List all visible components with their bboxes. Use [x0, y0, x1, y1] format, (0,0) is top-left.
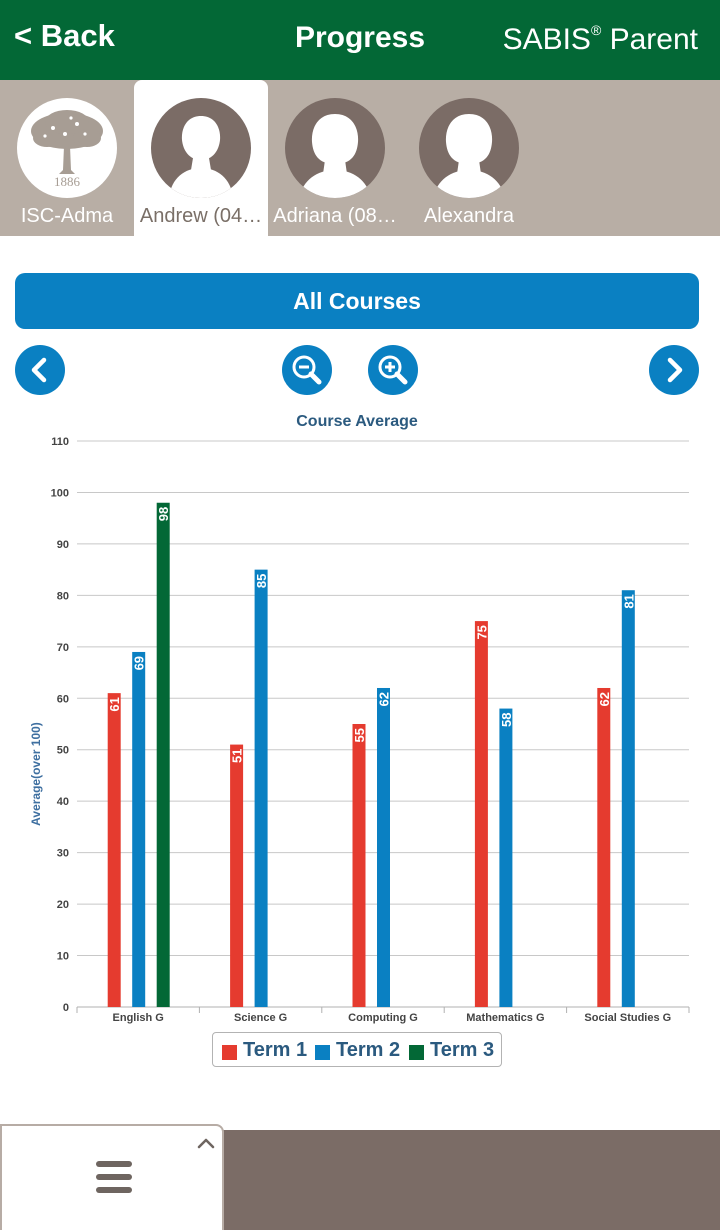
course-filter-button[interactable]: All Courses — [15, 273, 699, 329]
profile-name: ISC-Adma — [20, 205, 114, 227]
x-tick-label: Mathematics G — [466, 1012, 544, 1024]
zoom-out-button[interactable] — [282, 345, 332, 395]
registered-mark: ® — [590, 22, 602, 38]
person-avatar-icon — [151, 98, 251, 198]
zoom-in-button[interactable] — [368, 345, 418, 395]
y-tick-label: 100 — [51, 487, 69, 499]
school-logo-icon: 1886 — [17, 98, 117, 198]
menu-toggle-panel[interactable] — [0, 1124, 224, 1230]
x-tick-label: Social Studies G — [584, 1012, 671, 1024]
previous-button[interactable] — [15, 345, 65, 395]
y-tick-label: 70 — [57, 642, 69, 654]
y-tick-label: 10 — [57, 951, 69, 963]
y-axis-label: Average(over 100) — [29, 722, 43, 826]
bar-term-2[interactable] — [254, 569, 268, 1007]
profile-alexandra[interactable]: Alexandra — [402, 80, 536, 236]
bar-term-1[interactable] — [352, 724, 366, 1007]
profile-name: Alexandra — [423, 205, 515, 227]
bar-value-label: 58 — [499, 713, 514, 727]
chevron-left-icon — [31, 357, 47, 383]
bar-term-2[interactable] — [499, 708, 513, 1007]
student-selector: 1886 ISC-Adma Andrew (04… Adriana (08… — [0, 80, 720, 236]
profile-name: Adriana (08… — [273, 205, 397, 227]
legend-swatch — [409, 1045, 424, 1060]
bar-value-label: 69 — [132, 656, 147, 670]
bar-value-label: 51 — [230, 749, 245, 763]
y-tick-label: 90 — [57, 539, 69, 551]
person-avatar-icon — [419, 98, 519, 198]
brand-logo: SABIS® Parent — [503, 22, 698, 57]
profile-isc-adma[interactable]: 1886 ISC-Adma — [0, 80, 134, 236]
bar-term-1[interactable] — [597, 687, 611, 1007]
y-tick-label: 20 — [57, 899, 69, 911]
profile-name: Andrew (04… — [139, 205, 263, 227]
person-avatar-icon — [285, 98, 385, 198]
app-header: < Back Progress SABIS® Parent — [0, 0, 720, 80]
next-button[interactable] — [649, 345, 699, 395]
bar-value-label: 85 — [254, 574, 269, 588]
legend-swatch — [315, 1045, 330, 1060]
zoom-out-icon — [292, 355, 322, 385]
school-logo-year: 1886 — [54, 174, 80, 189]
hamburger-menu-icon[interactable] — [94, 1158, 134, 1198]
bar-term-2[interactable] — [621, 590, 635, 1007]
chart-title: Course Average — [296, 413, 418, 430]
course-average-chart: Course Average Average(over 100) 0 10 20 30… — [29, 413, 690, 1024]
back-button[interactable]: < Back — [14, 18, 115, 53]
bar-term-2[interactable] — [132, 651, 146, 1007]
y-tick-label: 0 — [63, 1002, 69, 1014]
bar-value-label: 81 — [621, 594, 636, 608]
y-tick-label: 50 — [57, 745, 69, 757]
legend-label: Term 3 — [430, 1039, 495, 1061]
chevron-up-icon[interactable] — [196, 1136, 216, 1150]
x-tick-label: Computing G — [348, 1012, 418, 1024]
chevron-right-icon — [667, 357, 683, 383]
y-tick-label: 80 — [57, 590, 69, 602]
legend-label: Term 1 — [243, 1039, 308, 1061]
zoom-in-icon — [378, 355, 408, 385]
brand-name: SABIS — [502, 23, 591, 56]
profile-andrew[interactable]: Andrew (04… — [134, 80, 268, 236]
bar-value-label: 98 — [156, 507, 171, 521]
y-tick-label: 110 — [51, 436, 69, 448]
bar-value-label: 61 — [107, 697, 122, 711]
y-tick-label: 60 — [57, 693, 69, 705]
legend-swatch — [222, 1045, 237, 1060]
page-title: Progress — [294, 21, 426, 54]
bar-value-label: 55 — [352, 728, 367, 742]
x-tick-label: English G — [113, 1012, 164, 1024]
bar-value-label: 62 — [597, 692, 612, 706]
bar-term-1[interactable] — [107, 693, 121, 1007]
y-tick-label: 30 — [57, 848, 69, 860]
legend-label: Term 2 — [336, 1039, 401, 1061]
x-tick-label: Science G — [234, 1012, 287, 1024]
y-tick-label: 40 — [57, 796, 69, 808]
bar-value-label: 62 — [377, 692, 392, 706]
bar-term-2[interactable] — [377, 687, 390, 1007]
bar-value-label: 75 — [474, 625, 489, 639]
profile-adriana[interactable]: Adriana (08… — [268, 80, 402, 236]
bar-term-1[interactable] — [230, 744, 244, 1007]
bar-term-1[interactable] — [474, 621, 488, 1007]
bar-term-3[interactable] — [156, 502, 170, 1007]
chart-legend: Term 1 Term 2 Term 3 — [212, 1032, 502, 1067]
brand-suffix: Parent — [609, 23, 698, 56]
